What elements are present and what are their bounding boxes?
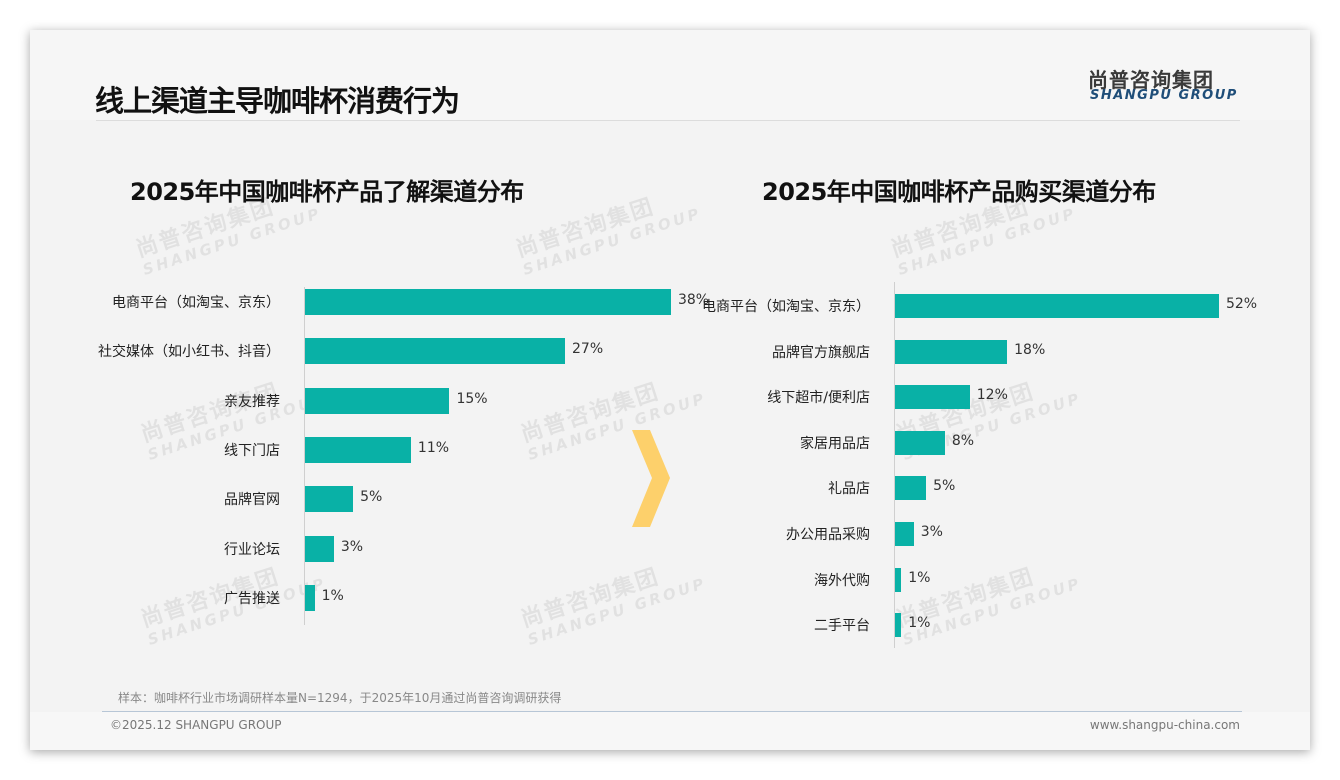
- website-url: www.shangpu-china.com: [1089, 718, 1240, 732]
- data-label: 8%: [951, 432, 975, 449]
- category-label: 亲友推荐: [224, 393, 280, 410]
- category-label: 社交媒体（如小红书、抖音）: [98, 344, 280, 361]
- data-label: 11%: [417, 439, 450, 456]
- watermark-cn: 尚普咨询集团: [517, 564, 663, 633]
- sample-note: 样本：咖啡杯行业市场调研样本量N=1294，于2025年10月通过尚普咨询调研获…: [118, 691, 562, 705]
- bar: [895, 476, 927, 501]
- data-label: 3%: [340, 538, 364, 555]
- category-label: 线下门店: [224, 442, 280, 459]
- bar: [895, 339, 1008, 364]
- category-label: 线下超市/便利店: [767, 390, 870, 407]
- watermark: 尚普咨询集团 SHANGPU GROUP: [517, 552, 709, 650]
- category-label: 广告推送: [224, 590, 280, 607]
- category-label: 办公用品采购: [786, 527, 870, 543]
- footer-divider: [102, 711, 1242, 712]
- bar: [895, 294, 1219, 318]
- footer-band: [30, 712, 1310, 750]
- data-label: 18%: [1014, 341, 1046, 358]
- category-axis: [894, 282, 895, 648]
- category-label: 电商平台（如淘宝、京东）: [112, 295, 280, 311]
- watermark-en: SHANGPU GROUP: [520, 204, 704, 280]
- category-axis: [304, 287, 305, 625]
- data-label: 38%: [677, 292, 710, 308]
- category-label: 海外代购: [814, 572, 870, 589]
- watermark: 尚普咨询集团 SHANGPU GROUP: [517, 367, 709, 465]
- data-label: 1%: [908, 569, 931, 586]
- category-label: 品牌官网: [224, 492, 280, 509]
- chart-title-right: 2025年中国咖啡杯产品购买渠道分布: [762, 178, 1156, 206]
- header-band: [30, 30, 1310, 120]
- watermark: 尚普咨询集团 SHANGPU GROUP: [512, 182, 704, 280]
- data-label: 3%: [920, 524, 943, 540]
- watermark-en: SHANGPU GROUP: [900, 574, 1084, 650]
- data-label: 12%: [976, 387, 1008, 404]
- bar: [305, 387, 450, 414]
- data-label: 52%: [1225, 296, 1258, 312]
- watermark-cn: 尚普咨询集团: [517, 379, 663, 448]
- watermark-en: SHANGPU GROUP: [145, 574, 329, 650]
- logo-cn: 尚普咨询集团: [1088, 68, 1214, 92]
- slide: 线上渠道主导咖啡杯消费行为 尚普咨询集团 SHANGPU GROUP 尚普咨询集…: [30, 30, 1310, 750]
- chart-title-left: 2025年中国咖啡杯产品了解渠道分布: [130, 178, 524, 206]
- bar: [895, 430, 945, 455]
- category-label: 品牌官方旗舰店: [772, 344, 870, 361]
- page-title: 线上渠道主导咖啡杯消费行为: [95, 84, 460, 118]
- arrow-right-icon: [632, 430, 670, 527]
- category-label: 行业论坛: [224, 541, 280, 558]
- bar: [305, 436, 411, 463]
- category-label: 礼品店: [828, 481, 870, 498]
- data-label: 5%: [933, 478, 956, 495]
- bar: [305, 289, 671, 315]
- bar: [305, 338, 565, 365]
- bar: [895, 522, 914, 546]
- watermark-en: SHANGPU GROUP: [525, 574, 709, 650]
- data-label: 15%: [456, 390, 488, 407]
- copyright: ©2025.12 SHANGPU GROUP: [110, 718, 282, 732]
- bar: [895, 385, 970, 410]
- watermark-en: SHANGPU GROUP: [525, 389, 709, 465]
- data-label: 1%: [321, 587, 344, 604]
- category-label: 电商平台（如淘宝、京东）: [702, 299, 870, 315]
- data-label: 5%: [360, 489, 383, 506]
- title-divider: [96, 120, 1240, 121]
- bar: [305, 584, 315, 611]
- bar: [895, 567, 902, 592]
- bar: [895, 613, 902, 638]
- watermark-en: SHANGPU GROUP: [895, 204, 1079, 280]
- category-label: 家居用品店: [800, 435, 870, 452]
- watermark: 尚普咨询集团 SHANGPU GROUP: [893, 552, 1084, 650]
- watermark-en: SHANGPU GROUP: [140, 204, 324, 280]
- data-label: 27%: [572, 341, 604, 358]
- bar: [305, 535, 334, 562]
- watermark-cn: 尚普咨询集团: [512, 194, 658, 263]
- category-label: 二手平台: [814, 618, 870, 635]
- logo-en: SHANGPU GROUP: [1090, 88, 1238, 103]
- data-label: 1%: [908, 615, 931, 632]
- bar: [305, 486, 354, 513]
